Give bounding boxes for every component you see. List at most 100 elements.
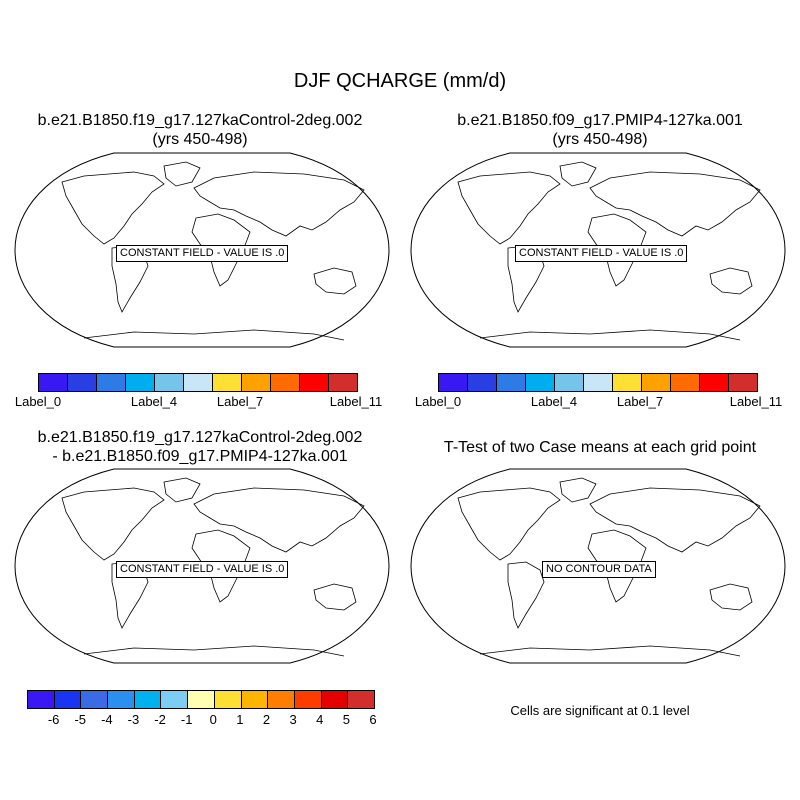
colorbar-diff-swatch-12 [348, 691, 374, 708]
colorbar-1-swatch-2 [97, 374, 126, 391]
north-america-outline [457, 171, 561, 245]
panel-1-map [14, 152, 390, 348]
australia-outline [709, 267, 753, 295]
colorbar-diff-swatch-1 [54, 691, 82, 708]
eurasia-outline [193, 487, 365, 553]
colorbar-diff-label: -3 [127, 712, 140, 727]
colorbar-diff-label: -4 [101, 712, 113, 727]
colorbar-1-label-7: Label_7 [216, 394, 264, 409]
greenland-outline [559, 477, 597, 503]
colorbar-diff-swatch-0 [28, 691, 55, 708]
antarctica-outline [479, 329, 741, 341]
colorbar-diff-label: -1 [180, 712, 193, 727]
colorbar-2-label-7: Label_7 [616, 394, 664, 409]
figure-title: DJF QCHARGE (mm/d) [293, 70, 507, 92]
colorbar-diff-label: 5 [342, 712, 350, 727]
panel-3-map [14, 468, 390, 664]
colorbar-diff-swatch-3 [108, 691, 135, 708]
colorbar-diff-label: -2 [154, 712, 166, 727]
colorbar-1-swatch-1 [68, 374, 97, 391]
colorbar-2-swatch-1 [468, 374, 497, 391]
colorbar-diff-label: -5 [74, 712, 86, 727]
africa-outline [191, 213, 251, 287]
colorbar-diff-label: 3 [289, 712, 297, 727]
antarctica-outline [479, 645, 741, 657]
colorbar-2-swatch-9 [700, 374, 729, 391]
colorbar-2-swatch-5 [584, 374, 613, 391]
colorbar-1-swatch-7 [242, 374, 271, 391]
colorbar-case-1 [38, 373, 358, 392]
colorbar-diff-swatch-11 [321, 691, 349, 708]
colorbar-1-swatch-9 [300, 374, 329, 391]
panel-4-title: T-Test of two Case means at each grid po… [400, 438, 800, 457]
significance-note: Cells are significant at 0.1 level [510, 703, 690, 718]
colorbar-2-swatch-8 [671, 374, 700, 391]
panel-2-title: b.e21.B1850.f09_g17.PMIP4-127ka.001 (yrs… [400, 111, 800, 149]
colorbar-1-label-11: Label_11 [329, 394, 383, 409]
colorbar-2-swatch-6 [613, 374, 642, 391]
colorbar-2-label-4: Label_4 [530, 394, 578, 409]
panel-4-map [410, 468, 786, 664]
africa-outline [587, 213, 647, 287]
colorbar-2-label-0: Label_0 [414, 394, 462, 409]
colorbar-diff-label: 6 [369, 712, 377, 727]
australia-outline [709, 583, 753, 611]
colorbar-diff-swatch-10 [294, 691, 322, 708]
map-outline [14, 468, 390, 664]
colorbar-1-label-0: Label_0 [14, 394, 62, 409]
colorbar-2-swatch-10 [729, 374, 757, 391]
panel-4-title-line1: T-Test of two Case means at each grid po… [443, 439, 757, 456]
colorbar-diff-swatch-8 [241, 691, 269, 708]
map-outline [410, 152, 786, 348]
colorbar-1-swatch-4 [155, 374, 184, 391]
colorbar-diff-swatch-9 [268, 691, 295, 708]
greenland-outline [559, 161, 597, 187]
colorbar-1-label-4: Label_4 [130, 394, 178, 409]
colorbar-1-swatch-5 [184, 374, 213, 391]
greenland-outline [163, 161, 201, 187]
eurasia-outline [193, 171, 365, 237]
colorbar-diff-label: 2 [262, 712, 271, 727]
panel-2-message: CONSTANT FIELD - VALUE IS .0 [515, 245, 688, 262]
colorbar-2-swatch-4 [555, 374, 584, 391]
colorbar-diff-swatch-6 [188, 691, 215, 708]
colorbar-diff-swatch-7 [214, 691, 242, 708]
colorbar-diff-label: 4 [316, 712, 324, 727]
antarctica-outline [83, 645, 345, 657]
north-america-outline [457, 487, 561, 561]
africa-outline [587, 529, 647, 603]
colorbar-diff [27, 690, 375, 709]
panel-2-title-line1: b.e21.B1850.f09_g17.PMIP4-127ka.001 [457, 112, 743, 129]
eurasia-outline [589, 171, 761, 237]
colorbar-1-swatch-6 [213, 374, 242, 391]
colorbar-diff-label: 1 [236, 712, 244, 727]
colorbar-diff-swatch-4 [134, 691, 162, 708]
map-outline [14, 152, 390, 348]
eurasia-outline [589, 487, 761, 553]
map-outline [410, 468, 786, 664]
antarctica-outline [83, 329, 345, 341]
colorbar-2-swatch-7 [642, 374, 671, 391]
panel-3-message: CONSTANT FIELD - VALUE IS .0 [116, 561, 289, 578]
panel-1-message: CONSTANT FIELD - VALUE IS .0 [116, 245, 289, 262]
panel-3-title-line2: - b.e21.B1850.f09_g17.PMIP4-127ka.001 [52, 448, 348, 465]
colorbar-1-swatch-10 [329, 374, 357, 391]
greenland-outline [163, 477, 201, 503]
colorbar-2-swatch-3 [526, 374, 555, 391]
colorbar-diff-swatch-5 [161, 691, 189, 708]
colorbar-1-swatch-3 [126, 374, 155, 391]
colorbar-1-swatch-8 [271, 374, 300, 391]
colorbar-diff-label: 0 [209, 712, 217, 727]
colorbar-2-label-11: Label_11 [729, 394, 783, 409]
colorbar-case-2 [438, 373, 758, 392]
panel-1-title-line2: (yrs 450-498) [152, 131, 248, 148]
panel-4-message: NO CONTOUR DATA [542, 561, 656, 578]
panel-3-title: b.e21.B1850.f19_g17.127kaControl-2deg.00… [0, 428, 400, 466]
australia-outline [313, 583, 357, 611]
colorbar-2-swatch-2 [497, 374, 526, 391]
panel-1-title: b.e21.B1850.f19_g17.127kaControl-2deg.00… [0, 111, 400, 149]
colorbar-diff-label: -6 [47, 712, 60, 727]
australia-outline [313, 267, 357, 295]
north-america-outline [61, 487, 165, 561]
panel-2-title-line2: (yrs 450-498) [552, 131, 648, 148]
